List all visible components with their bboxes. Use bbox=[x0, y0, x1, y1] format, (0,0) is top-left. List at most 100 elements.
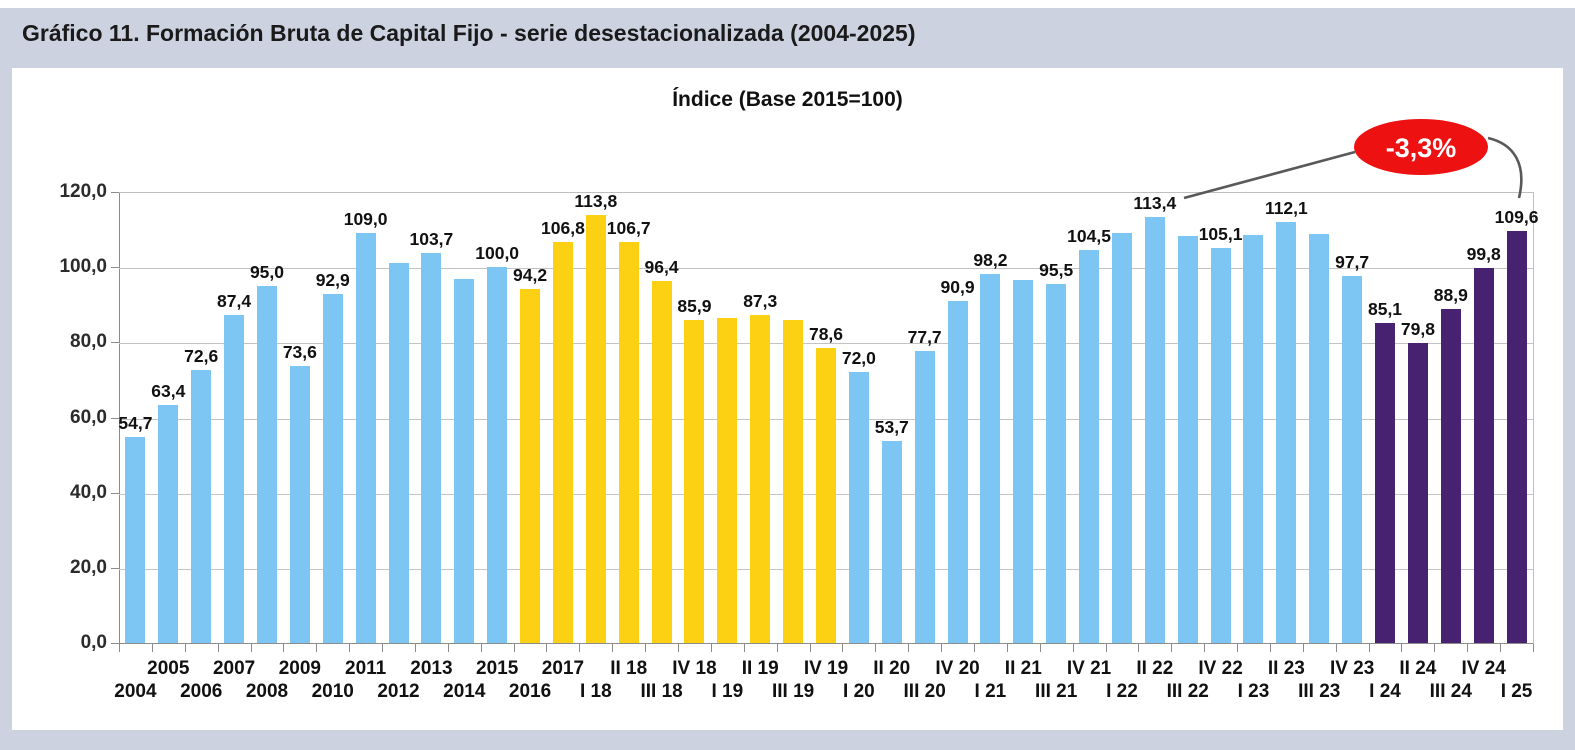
bar-2010 bbox=[322, 293, 343, 643]
bar-III 20 bbox=[914, 350, 935, 643]
bar-value-label-II 20: 53,7 bbox=[874, 417, 909, 438]
x-tick bbox=[1039, 644, 1041, 652]
bar-IV 21 bbox=[1079, 250, 1100, 643]
x-axis-label-2009: 2009 bbox=[278, 658, 321, 679]
x-axis-label-2007: 2007 bbox=[212, 658, 256, 679]
x-axis-label-III 18: III 18 bbox=[640, 681, 683, 702]
x-tick bbox=[579, 644, 581, 652]
bar-2017 bbox=[552, 241, 573, 643]
y-axis-label-0: 0,0 bbox=[80, 632, 107, 653]
x-tick bbox=[678, 644, 680, 652]
x-tick bbox=[316, 644, 318, 652]
x-axis-label-II 23: II 23 bbox=[1267, 658, 1305, 679]
x-tick bbox=[1237, 644, 1239, 652]
bar-III 21 bbox=[1046, 284, 1067, 643]
y-tick bbox=[111, 417, 119, 419]
bar-IV 18 bbox=[684, 320, 705, 643]
x-axis-label-III 21: III 21 bbox=[1035, 681, 1078, 702]
y-tick bbox=[111, 267, 119, 269]
x-tick bbox=[414, 644, 416, 652]
bar-I 21 bbox=[980, 273, 1001, 643]
x-tick bbox=[447, 644, 449, 652]
bar-value-label-IV 20: 90,9 bbox=[940, 277, 975, 298]
x-axis-label-II 18: II 18 bbox=[610, 658, 648, 679]
bar-IV 23 bbox=[1342, 275, 1363, 643]
x-tick bbox=[645, 644, 647, 652]
x-tick bbox=[1500, 644, 1502, 652]
x-axis-label-I 23: I 23 bbox=[1237, 681, 1270, 702]
x-tick bbox=[1302, 644, 1304, 652]
annotation-text: -3,3% bbox=[1386, 133, 1457, 163]
annotation-line-right bbox=[1487, 136, 1523, 199]
x-tick bbox=[908, 644, 910, 652]
bar-IV 20 bbox=[947, 301, 968, 643]
y-axis-line bbox=[119, 192, 120, 652]
bar-value-label-2015: 100,0 bbox=[475, 243, 520, 264]
x-axis-label-I 24: I 24 bbox=[1369, 681, 1401, 702]
x-tick bbox=[382, 644, 384, 652]
y-tick bbox=[111, 643, 119, 644]
bar-value-label-III 20: 77,7 bbox=[907, 326, 942, 347]
bar-2011 bbox=[355, 233, 376, 643]
x-tick bbox=[1269, 644, 1271, 652]
bar-value-label-2011: 109,0 bbox=[343, 209, 388, 230]
x-axis-label-2013: 2013 bbox=[410, 658, 453, 679]
x-tick bbox=[1368, 644, 1370, 652]
bar-2013 bbox=[421, 253, 442, 643]
bar-2015 bbox=[487, 267, 508, 643]
x-axis-label-I 25: I 25 bbox=[1500, 681, 1533, 702]
x-axis-label-II 21: II 21 bbox=[1004, 658, 1042, 679]
bar-III 18 bbox=[651, 280, 672, 643]
bar-value-label-II 19: 87,3 bbox=[743, 290, 778, 311]
bar-value-label-II 24: 79,8 bbox=[1400, 319, 1435, 340]
bar-I 19 bbox=[717, 317, 738, 643]
x-axis-label-III 23: III 23 bbox=[1298, 681, 1341, 702]
y-tick bbox=[111, 192, 119, 193]
x-tick bbox=[1467, 644, 1469, 652]
bar-value-label-II 22: 113,4 bbox=[1133, 192, 1177, 213]
x-axis-label-2017: 2017 bbox=[541, 658, 585, 679]
bar-2005 bbox=[158, 404, 179, 643]
bar-value-label-2010: 92,9 bbox=[315, 269, 350, 290]
bar-value-label-2005: 63,4 bbox=[151, 380, 186, 401]
chart-panel: Índice (Base 2015=100) 0,0 20,0 40,0 60,0 80… bbox=[12, 68, 1563, 730]
x-axis-label-II 24: II 24 bbox=[1399, 658, 1437, 679]
y-axis-label-40: 40,0 bbox=[70, 481, 107, 503]
x-axis-label-I 22: I 22 bbox=[1106, 681, 1138, 702]
x-tick bbox=[1204, 644, 1206, 652]
x-axis-label-II 20: II 20 bbox=[873, 658, 911, 679]
x-tick bbox=[1006, 644, 1008, 652]
x-axis-label-III 19: III 19 bbox=[771, 681, 815, 702]
gridline-80 bbox=[119, 343, 1533, 345]
gridline-100 bbox=[119, 268, 1533, 270]
bar-IV 19 bbox=[816, 347, 836, 643]
x-tick bbox=[1401, 644, 1403, 652]
bar-2012 bbox=[388, 262, 409, 643]
x-axis-label-IV 21: IV 21 bbox=[1066, 658, 1112, 679]
x-axis-label-I 20: I 20 bbox=[843, 681, 875, 702]
chart-subtitle: Índice (Base 2015=100) bbox=[672, 88, 903, 111]
x-axis-label-2008: 2008 bbox=[245, 681, 289, 702]
bar-III 22 bbox=[1177, 235, 1198, 643]
y-tick bbox=[111, 342, 119, 344]
x-tick bbox=[283, 644, 285, 652]
bar-2014 bbox=[454, 278, 475, 643]
bar-IV 22 bbox=[1210, 247, 1231, 643]
y-axis-label-80: 80,0 bbox=[70, 331, 107, 353]
bar-III 24 bbox=[1440, 308, 1461, 643]
x-tick bbox=[1335, 644, 1337, 652]
y-axis-label-20: 20,0 bbox=[70, 556, 107, 578]
bar-I 25 bbox=[1506, 231, 1527, 643]
x-tick bbox=[1105, 644, 1107, 652]
x-axis-label-2015: 2015 bbox=[476, 658, 519, 679]
x-tick bbox=[612, 644, 614, 652]
x-tick bbox=[1072, 644, 1074, 652]
x-tick bbox=[941, 644, 943, 652]
x-tick bbox=[513, 644, 515, 652]
x-axis-label-IV 20: IV 20 bbox=[935, 658, 980, 679]
x-tick bbox=[250, 644, 252, 652]
bar-II 18 bbox=[618, 241, 639, 643]
bar-value-label-I 25: 109,6 bbox=[1494, 207, 1539, 228]
x-axis-label-I 18: I 18 bbox=[579, 681, 612, 702]
bar-value-label-2013: 103,7 bbox=[409, 229, 454, 250]
